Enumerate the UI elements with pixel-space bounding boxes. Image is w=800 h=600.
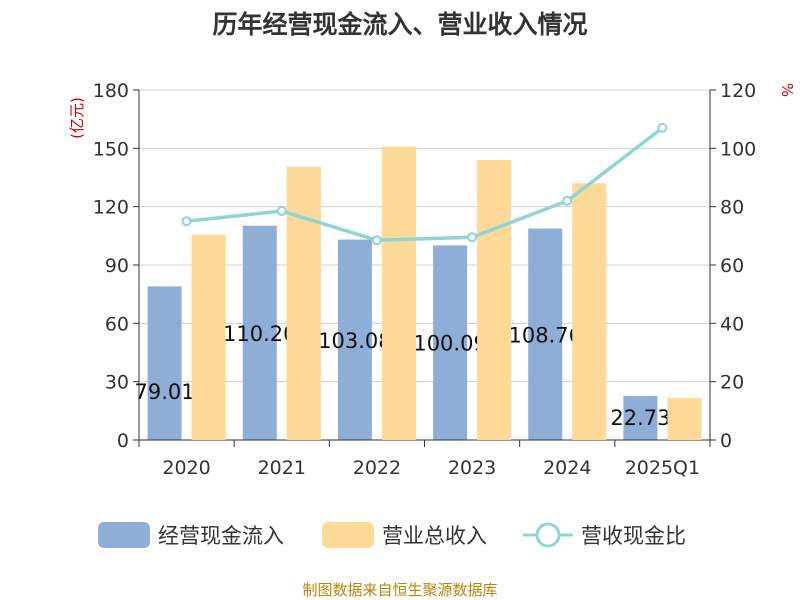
bar-value-label: 22.73 [610, 406, 670, 430]
bar-value-label: 108.76 [509, 323, 582, 347]
bar-value-label: 100.09 [413, 332, 486, 356]
left-axis-tick-label: 120 [93, 197, 129, 219]
source-note: 制图数据来自恒生聚源数据库 [302, 581, 497, 599]
bar-operating-cash-inflow [433, 245, 468, 440]
legend-marker [535, 522, 561, 548]
bar-operating-cash-inflow [337, 239, 372, 440]
right-axis-tick-label: 20 [720, 372, 744, 394]
grid-lines [139, 89, 710, 383]
x-axis-category-label: 2021 [258, 457, 306, 479]
x-axis-category-label: 2020 [162, 457, 210, 479]
bar-value-label: 103.08 [318, 329, 391, 353]
right-axis-unit: % [778, 83, 796, 97]
left-axis-unit: (亿元) [68, 97, 86, 139]
x-axis-category-label: 2023 [448, 457, 496, 479]
right-axis-tick-label: 40 [720, 313, 744, 335]
bar-series [147, 146, 702, 441]
legend-label: 营收现金比 [581, 524, 686, 548]
ratio-point [181, 216, 192, 227]
right-axis-tick-label: 60 [720, 255, 744, 277]
legend: 经营现金流入 营业总收入 营收现金比 [98, 522, 686, 548]
bar-total-revenue [477, 160, 512, 440]
right-axis-tick-label: 80 [720, 197, 744, 219]
left-axis-tick-label: 90 [105, 255, 129, 277]
axes: 0 30 60 90 120 150 180 0 20 40 60 80 100 120 2020 2021 2… [93, 80, 757, 479]
left-axis-tick-label: 30 [105, 372, 129, 394]
revenue-bars-overlay [191, 146, 702, 441]
bar-data-labels: 79.01 110.20 103.08 100.09 108.76 22.73 [135, 322, 671, 430]
bar-operating-cash-inflow [147, 286, 182, 440]
ratio-point [467, 232, 478, 243]
ratio-point [562, 195, 573, 206]
x-axis-category-label: 2022 [353, 457, 401, 479]
ratio-line [186, 126, 664, 242]
bar-value-label: 79.01 [135, 380, 195, 404]
bar-total-revenue [667, 398, 702, 440]
right-axis-tick-label: 120 [720, 80, 756, 102]
legend-swatch [98, 522, 150, 548]
legend-swatch [322, 522, 374, 548]
ratio-point [371, 235, 382, 246]
bar-total-revenue [286, 166, 321, 441]
bar-operating-cash-inflow [623, 395, 658, 440]
left-axis-tick-label: 60 [105, 313, 129, 335]
bar-total-revenue [191, 234, 226, 440]
right-axis-tick-label: 100 [720, 138, 756, 160]
legend-label: 经营现金流入 [158, 524, 284, 548]
ratio-line-series [181, 122, 668, 246]
bar-operating-cash-inflow [528, 228, 563, 440]
left-axis-tick-label: 180 [93, 80, 129, 102]
x-axis-category-label: 2024 [543, 457, 591, 479]
legend-label: 营业总收入 [382, 524, 487, 548]
left-axis-tick-label: 150 [93, 138, 129, 160]
bar-total-revenue [381, 146, 416, 440]
bar-value-label: 110.20 [223, 322, 296, 346]
right-axis-tick-label: 0 [720, 430, 732, 452]
chart-title: 历年经营现金流入、营业收入情况 [212, 10, 587, 39]
ratio-point [276, 206, 287, 217]
x-axis-category-label: 2025Q1 [625, 457, 700, 479]
bar-operating-cash-inflow [242, 225, 277, 440]
ratio-point [657, 122, 668, 133]
bar-total-revenue [572, 183, 607, 441]
left-axis-tick-label: 0 [117, 430, 129, 452]
